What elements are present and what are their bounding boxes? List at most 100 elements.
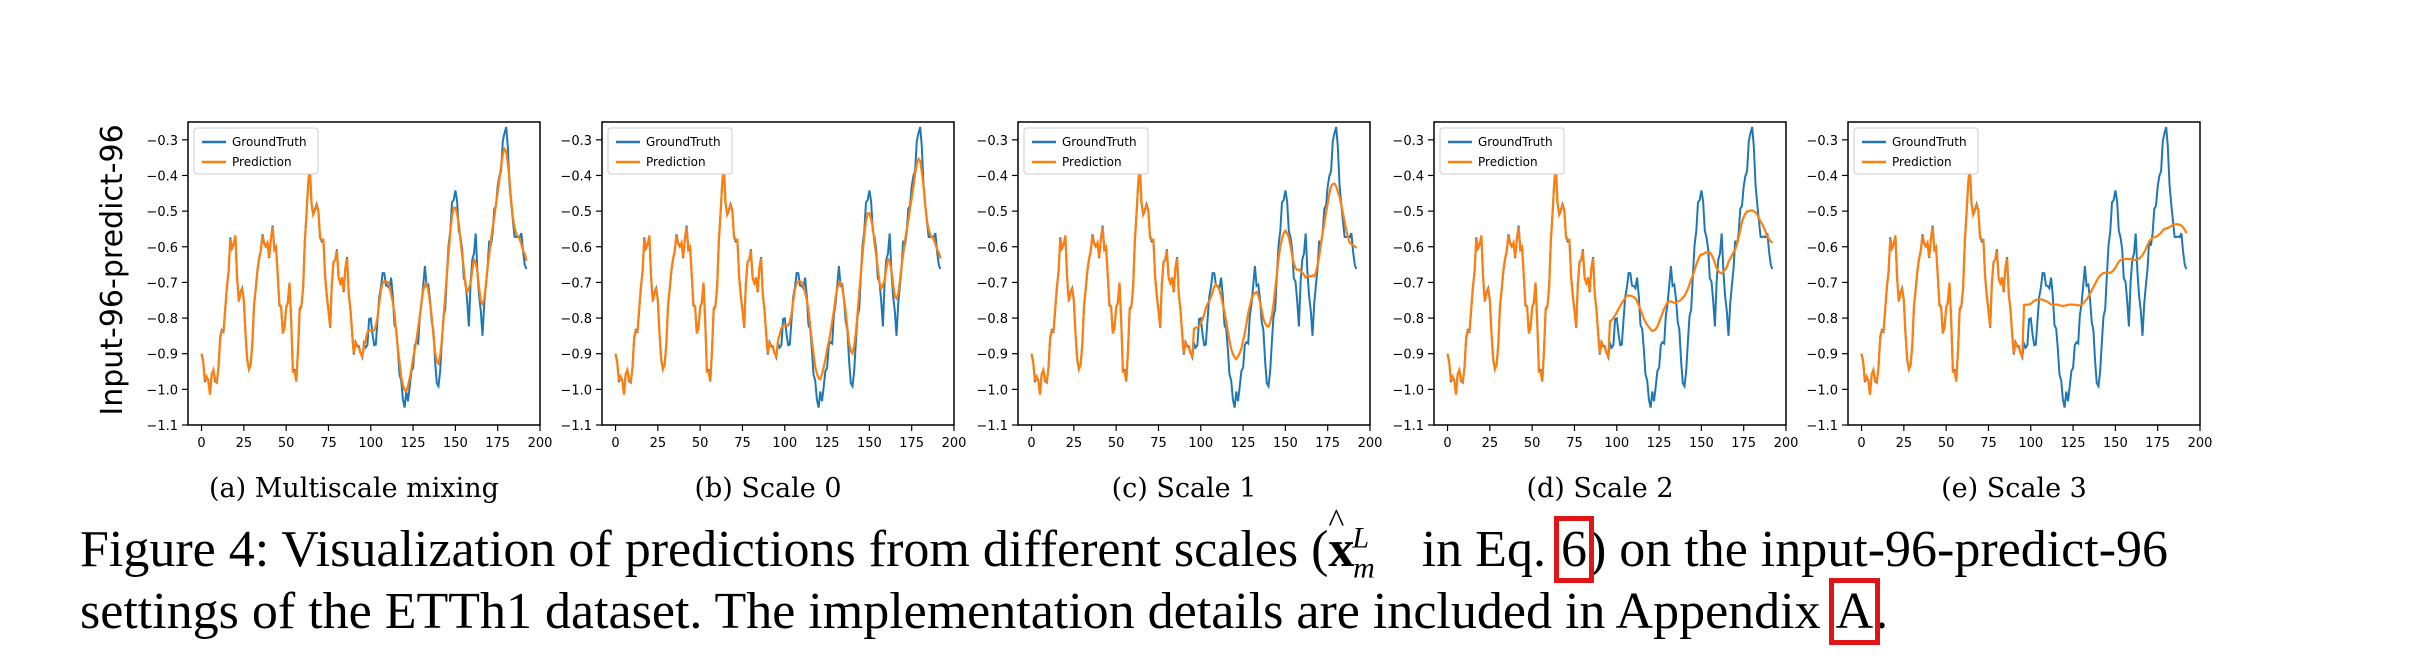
x-tick-label: 150	[1689, 436, 1714, 451]
x-tick-label: 50	[1108, 436, 1125, 451]
math-sub: m	[1353, 551, 1375, 585]
legend-label-prediction: Prediction	[1478, 155, 1538, 169]
y-tick-label: −0.4	[1806, 169, 1838, 184]
chart-panel-0: −0.3 −0.4 −0.5 −0.6 −0.7 −0.8 −0.9 −1.0 −1.1 0 25 5…	[146, 121, 553, 504]
x-tick-label: 25	[1482, 436, 1499, 451]
x-tick-label: 75	[1980, 436, 1997, 451]
appendix-reference-link[interactable]: A	[1828, 578, 1881, 645]
figure-caption-line-2: settings of the ETTh1 dataset. The imple…	[80, 578, 1888, 645]
y-tick-label: −0.7	[1392, 276, 1424, 291]
legend-label-groundtruth: GroundTruth	[1062, 135, 1137, 149]
x-tick-label: 150	[2103, 436, 2128, 451]
x-tick-label: 175	[485, 436, 510, 451]
legend-label-prediction: Prediction	[646, 155, 706, 169]
y-tick-label: −0.5	[976, 205, 1008, 220]
x-tick-label: 75	[1566, 436, 1583, 451]
x-tick-label: 25	[236, 436, 253, 451]
y-tick-label: −0.7	[560, 276, 592, 291]
legend-label-groundtruth: GroundTruth	[646, 135, 721, 149]
plot-frame	[187, 121, 541, 426]
equation-reference-link[interactable]: 6	[1553, 516, 1594, 583]
y-tick-label: −0.6	[976, 241, 1008, 256]
x-tick-label: 125	[1231, 436, 1256, 451]
prediction-line	[1446, 165, 1774, 395]
y-tick-label: −0.8	[146, 312, 178, 327]
y-tick-label: −0.6	[1392, 241, 1424, 256]
chart-panel-4: −0.3 −0.4 −0.5 −0.6 −0.7 −0.8 −0.9 −1.0 −1.1 0 25 5…	[1806, 121, 2213, 504]
y-tick-label: −0.4	[146, 169, 178, 184]
x-tick-label: 200	[1358, 436, 1383, 451]
chart-panel-1: −0.3 −0.4 −0.5 −0.6 −0.7 −0.8 −0.9 −1.0 −1.1 0 25 5…	[560, 121, 967, 504]
y-tick-label: −0.7	[1806, 276, 1838, 291]
y-tick-label: −0.3	[146, 134, 178, 149]
x-tick-label: 0	[197, 436, 205, 451]
prediction-line	[1860, 165, 2188, 395]
row-label: Input-96-predict-96	[95, 124, 130, 415]
legend-label-groundtruth: GroundTruth	[1478, 135, 1553, 149]
x-tick-label: 0	[1857, 436, 1865, 451]
prediction-line	[1030, 165, 1358, 395]
math-sup: L	[1352, 521, 1370, 555]
y-tick-label: −0.8	[976, 312, 1008, 327]
figure-caption-line-1: Figure 4: Visualization of predictions f…	[80, 503, 2169, 585]
legend: GroundTruth Prediction	[607, 127, 733, 175]
y-tick-label: −0.3	[1392, 134, 1424, 149]
y-tick-label: −0.8	[1806, 312, 1838, 327]
prediction-line	[614, 156, 942, 395]
x-tick-label: 175	[1315, 436, 1340, 451]
plot-frame	[1017, 121, 1371, 426]
x-tick-label: 100	[2018, 436, 2043, 451]
y-tick-label: −0.4	[1392, 169, 1424, 184]
x-tick-label: 125	[401, 436, 426, 451]
y-tick-label: −0.6	[146, 241, 178, 256]
math-var: x	[1328, 521, 1355, 578]
y-tick-label: −0.6	[560, 241, 592, 256]
y-tick-label: −0.5	[146, 205, 178, 220]
prediction-line	[200, 146, 528, 395]
y-tick-label: −1.1	[146, 419, 178, 434]
y-tick-label: −0.5	[560, 205, 592, 220]
x-tick-label: 50	[1938, 436, 1955, 451]
x-tick-label: 75	[320, 436, 337, 451]
legend: GroundTruth Prediction	[1023, 127, 1149, 175]
y-tick-label: −0.3	[560, 134, 592, 149]
x-tick-label: 200	[528, 436, 553, 451]
y-tick-label: −0.9	[1806, 348, 1838, 363]
legend-label-prediction: Prediction	[1892, 155, 1952, 169]
caption-text-1: Figure 4: Visualization of predictions f…	[80, 521, 1329, 578]
x-tick-label: 200	[2188, 436, 2213, 451]
legend-label-groundtruth: GroundTruth	[1892, 135, 1967, 149]
legend-label-prediction: Prediction	[1062, 155, 1122, 169]
x-tick-label: 0	[1443, 436, 1451, 451]
x-tick-label: 125	[815, 436, 840, 451]
caption-text-3: ) on the input-96-predict-96	[1588, 521, 2169, 578]
y-tick-label: −1.0	[1806, 383, 1838, 398]
panel-caption: (a) Multiscale mixing	[209, 473, 499, 504]
plot-frame	[1433, 121, 1787, 426]
chart-panel-3: −0.3 −0.4 −0.5 −0.6 −0.7 −0.8 −0.9 −1.0 −1.1 0 25 5…	[1392, 121, 1798, 504]
y-tick-label: −0.9	[560, 348, 592, 363]
x-tick-label: 100	[358, 436, 383, 451]
y-tick-label: −1.0	[976, 383, 1008, 398]
y-tick-label: −0.7	[976, 276, 1008, 291]
x-tick-label: 200	[942, 436, 967, 451]
x-tick-label: 125	[2061, 436, 2086, 451]
caption-text-4: settings of the ETTh1 dataset. The imple…	[80, 583, 1834, 640]
x-tick-label: 0	[1027, 436, 1035, 451]
y-tick-label: −0.9	[976, 348, 1008, 363]
y-tick-label: −1.1	[560, 419, 592, 434]
y-tick-label: −0.9	[146, 348, 178, 363]
panel-caption: (b) Scale 0	[694, 473, 841, 504]
y-tick-label: −1.0	[146, 383, 178, 398]
y-tick-label: −0.8	[560, 312, 592, 327]
y-tick-label: −0.8	[1392, 312, 1424, 327]
x-tick-label: 100	[1188, 436, 1213, 451]
x-tick-label: 75	[1150, 436, 1167, 451]
legend: GroundTruth Prediction	[1853, 127, 1979, 175]
x-tick-label: 100	[1604, 436, 1629, 451]
y-tick-label: −0.3	[1806, 134, 1838, 149]
x-tick-label: 75	[734, 436, 751, 451]
panel-caption: (d) Scale 2	[1526, 473, 1673, 504]
x-tick-label: 25	[650, 436, 667, 451]
